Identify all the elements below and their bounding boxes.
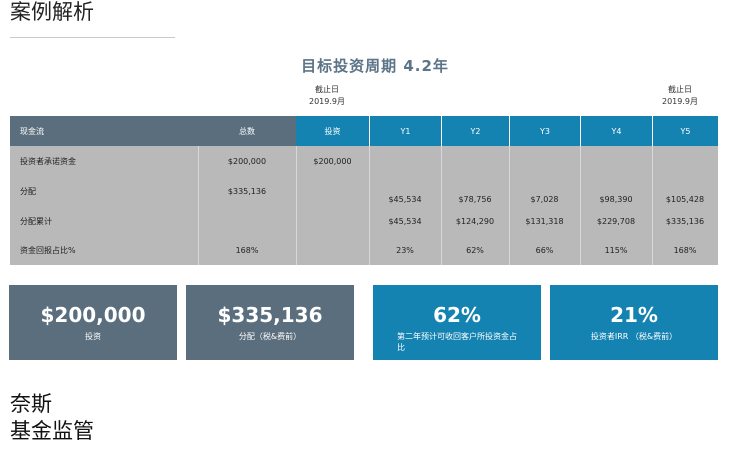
header-total: 总数	[198, 116, 296, 146]
table-row: 分配 $335,136 $45,534 $78,756 $7,028 $98,3…	[10, 176, 718, 207]
y5-cell: $105,428	[665, 195, 705, 204]
as-of-date: 2019.9月	[309, 97, 345, 106]
y2-cell: $78,756	[458, 195, 492, 204]
as-of-date: 2019.9月	[662, 97, 698, 106]
y3-cell: $7,028	[530, 195, 559, 204]
summary-label: 投资	[85, 332, 101, 341]
total-cell: $335,136	[227, 187, 267, 196]
header-y2: Y2	[441, 116, 509, 146]
as-of-label: 截止日	[315, 85, 339, 94]
column-divider	[198, 146, 199, 265]
table-row: 资金回报占比% 168% 23% 62% 66% 115% 168%	[10, 235, 718, 265]
table-body-background	[10, 146, 718, 265]
y2-cell: $124,290	[455, 216, 495, 226]
column-divider	[296, 146, 297, 265]
header-y3: Y3	[509, 116, 580, 146]
footer-line-2: 基金监管	[10, 419, 94, 443]
table-row: 投资者承诺资金 $200,000 $200,000	[10, 146, 718, 176]
as-of-label: 截止日	[668, 85, 692, 94]
y4-cell: 115%	[604, 245, 628, 255]
as-of-note-y5: 截止日 2019.9月	[662, 84, 698, 108]
y4-cell: $229,708	[596, 216, 636, 226]
summary-label: 第二年预计可收回客户所投资金占比	[397, 332, 517, 352]
y5-cell: 168%	[673, 245, 697, 255]
summary-value: 21%	[610, 303, 658, 327]
column-divider	[509, 146, 510, 265]
column-divider	[652, 146, 653, 265]
row-label: 投资者承诺资金	[20, 156, 76, 166]
header-y4: Y4	[580, 116, 652, 146]
y5-cell: $335,136	[665, 216, 705, 226]
y3-cell: $131,318	[525, 216, 564, 226]
header-cashflow: 现金流	[10, 116, 198, 146]
column-divider	[580, 146, 581, 265]
investment-period-headline: 目标投资周期 4.2年	[301, 57, 449, 75]
y1-cell: $45,534	[388, 216, 422, 226]
y1-cell: $45,534	[388, 195, 422, 204]
y3-cell: 66%	[535, 245, 554, 255]
table-row: 分配累计 $45,534 $124,290 $131,318 $229,708 …	[10, 207, 718, 235]
header-y1: Y1	[369, 116, 441, 146]
footer-line-1: 奈斯	[10, 392, 52, 416]
header-invest: 投资	[296, 116, 369, 146]
footer-brand: 奈斯 基金监管	[10, 391, 94, 445]
y2-cell: 62%	[466, 245, 484, 255]
page-title: 案例解析	[10, 0, 94, 24]
summary-label: 分配（税&费前）	[238, 332, 302, 341]
row-label: 分配	[20, 187, 36, 196]
summary-card-investment: $200,000 投资	[9, 285, 177, 360]
column-divider	[441, 146, 442, 265]
summary-value: $335,136	[217, 303, 323, 327]
total-cell: 168%	[235, 245, 259, 255]
y4-cell: $98,390	[599, 195, 633, 204]
row-label: 资金回报占比%	[20, 245, 76, 255]
total-cell: $200,000	[227, 156, 267, 166]
table-header-row: 现金流 总数 投资 Y1 Y2 Y3 Y4 Y5	[10, 116, 718, 146]
column-divider	[369, 146, 370, 265]
summary-card-distribution: $335,136 分配（税&费前）	[186, 285, 354, 360]
title-divider	[10, 37, 175, 38]
header-y5: Y5	[652, 116, 718, 146]
as-of-note-invest: 截止日 2019.9月	[309, 84, 345, 108]
summary-card-recovery: 62% 第二年预计可收回客户所投资金占比	[373, 285, 541, 360]
summary-value: 62%	[433, 303, 481, 327]
summary-label: 投资者IRR （税&费前）	[590, 332, 678, 341]
summary-card-irr: 21% 投资者IRR （税&费前）	[550, 285, 718, 360]
summary-value: $200,000	[40, 303, 146, 327]
invest-cell: $200,000	[313, 156, 352, 166]
y1-cell: 23%	[396, 245, 414, 255]
row-label: 分配累计	[20, 216, 52, 226]
